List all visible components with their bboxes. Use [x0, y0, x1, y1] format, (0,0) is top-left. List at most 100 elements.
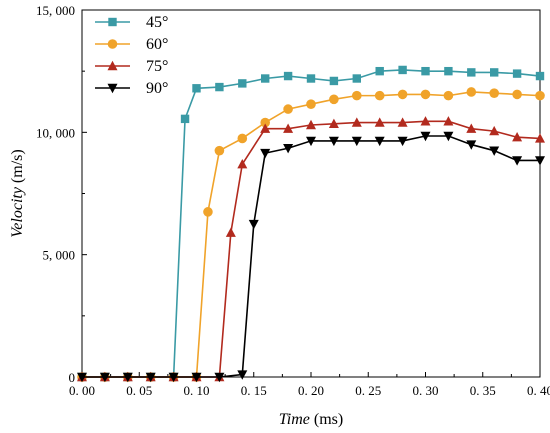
- data-point: [374, 136, 385, 147]
- data-point: [535, 156, 545, 166]
- data-point: [306, 74, 316, 83]
- data-point: [260, 148, 271, 159]
- data-point: [535, 133, 545, 143]
- data-point: [512, 156, 523, 166]
- data-point: [329, 76, 339, 86]
- data-point: [328, 136, 339, 147]
- x-axis-title-main: Time: [279, 411, 310, 428]
- legend-label: 75°: [146, 58, 168, 75]
- x-tick-label: 0. 25: [355, 383, 381, 398]
- data-point: [351, 136, 362, 147]
- series-line: [82, 120, 541, 378]
- data-point: [180, 114, 190, 124]
- series-3: [77, 116, 545, 382]
- x-tick-label: 0. 35: [470, 383, 496, 398]
- data-point: [489, 88, 500, 98]
- data-point: [489, 146, 500, 156]
- data-point: [466, 140, 477, 150]
- x-tick-label: 0. 00: [69, 383, 95, 398]
- series-1: [77, 65, 545, 382]
- data-point: [168, 372, 179, 383]
- data-point: [260, 123, 271, 133]
- x-tick-label: 0. 40: [527, 383, 550, 398]
- y-axis-title: Velocity (m/s): [9, 149, 26, 237]
- x-tick-label: 0. 10: [184, 383, 210, 398]
- data-point: [397, 117, 408, 127]
- data-point: [77, 372, 87, 383]
- data-point: [420, 116, 431, 126]
- x-tick-label: 0. 20: [298, 383, 324, 398]
- data-point: [466, 87, 477, 97]
- data-point: [352, 90, 362, 101]
- data-point: [420, 131, 431, 142]
- data-point: [535, 90, 545, 101]
- data-point: [283, 104, 293, 114]
- legend-label: 90°: [146, 80, 168, 97]
- legend-item: 75°: [95, 58, 168, 75]
- data-point: [398, 65, 407, 75]
- data-point: [374, 117, 385, 127]
- data-point: [420, 89, 431, 100]
- data-point: [512, 89, 522, 100]
- legend: 45° 60° 75° 90°: [95, 14, 168, 97]
- data-point: [443, 116, 454, 126]
- data-point: [237, 158, 248, 169]
- series-group: [77, 65, 545, 383]
- data-point: [489, 125, 500, 136]
- y-tick-label: 15, 000: [36, 3, 75, 18]
- data-point: [421, 66, 430, 76]
- legend-label: 60°: [146, 36, 168, 53]
- legend-item: 90°: [95, 80, 168, 97]
- data-point: [443, 90, 454, 101]
- data-point: [352, 74, 361, 83]
- legend-marker: [107, 60, 118, 71]
- data-point: [191, 372, 202, 383]
- data-point: [397, 89, 408, 100]
- data-point: [351, 117, 362, 127]
- data-point: [214, 372, 225, 383]
- x-axis-title: Time (ms): [279, 411, 343, 428]
- y-axis-title-main: Velocity: [9, 186, 26, 238]
- data-point: [466, 123, 477, 133]
- x-tick-label: 0. 05: [126, 383, 152, 398]
- data-point: [328, 118, 339, 128]
- legend-marker: [107, 83, 118, 94]
- data-point: [248, 219, 259, 230]
- data-point: [238, 79, 247, 88]
- y-tick-label: 0: [69, 370, 76, 385]
- data-point: [535, 71, 545, 81]
- axes: 0. 00 0. 05 0. 10 0. 15 0. 20 0. 25 0. 30 0. 35…: [36, 3, 550, 398]
- data-point: [512, 69, 522, 78]
- data-point: [467, 68, 476, 77]
- data-point: [306, 99, 316, 109]
- series-line: [82, 135, 540, 378]
- x-axis-title-unit: (ms): [310, 411, 343, 428]
- data-point: [306, 119, 316, 130]
- legend-marker: [108, 17, 117, 27]
- data-point: [444, 66, 453, 76]
- data-point: [397, 136, 408, 147]
- data-point: [374, 90, 385, 101]
- data-point: [237, 370, 248, 380]
- data-point: [283, 71, 293, 81]
- series-4: [77, 131, 545, 383]
- y-tick-label: 10, 000: [36, 125, 75, 140]
- data-point: [225, 227, 236, 237]
- data-point: [329, 94, 339, 105]
- data-point: [260, 117, 271, 128]
- data-point: [283, 144, 294, 154]
- y-axis-title-unit: (m/s): [9, 149, 26, 187]
- x-tick-label: 0. 30: [413, 383, 439, 398]
- data-point: [512, 132, 523, 142]
- y-tick-label: 5, 000: [43, 248, 76, 263]
- data-point: [122, 372, 133, 383]
- legend-label: 45°: [146, 14, 168, 31]
- data-point: [443, 131, 454, 142]
- data-point: [375, 66, 384, 76]
- series-line: [82, 69, 541, 378]
- data-point: [99, 372, 110, 383]
- legend-item: 60°: [95, 36, 168, 53]
- series-line: [82, 91, 541, 378]
- data-point: [237, 133, 248, 144]
- legend-marker: [107, 39, 118, 49]
